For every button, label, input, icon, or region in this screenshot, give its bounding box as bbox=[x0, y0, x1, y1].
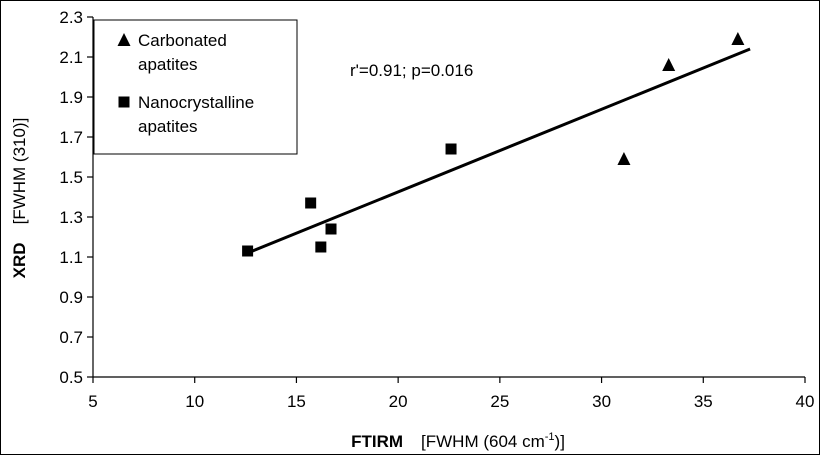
square-marker bbox=[315, 241, 327, 253]
y-tick-label: 0.7 bbox=[59, 328, 83, 347]
square-marker bbox=[242, 245, 254, 257]
square-marker bbox=[305, 197, 317, 209]
series-carbonated-apatites bbox=[617, 32, 745, 165]
x-tick-label: 5 bbox=[88, 392, 97, 411]
legend-entry: Nanocrystalline apatites bbox=[118, 93, 254, 136]
series-nanocrystalline-apatites bbox=[242, 143, 457, 257]
triangle-marker bbox=[617, 152, 631, 165]
x-tick-label: 40 bbox=[796, 392, 815, 411]
y-tick-label: 1.7 bbox=[59, 128, 83, 147]
legend-label: apatites bbox=[138, 55, 198, 74]
y-axis-title-rest: [FWHM (310)] bbox=[10, 118, 29, 225]
y-tick-label: 2.3 bbox=[59, 8, 83, 27]
triangle-marker bbox=[731, 32, 745, 45]
y-tick-label: 0.5 bbox=[59, 368, 83, 387]
y-tick-label: 1.1 bbox=[59, 248, 83, 267]
x-tick-label: 25 bbox=[490, 392, 509, 411]
legend-triangle-marker bbox=[117, 33, 131, 46]
legend-square-marker bbox=[118, 96, 130, 108]
square-marker bbox=[445, 143, 457, 155]
square-marker bbox=[325, 223, 337, 235]
legend: Carbonated apatites Nanocrystalline apatite… bbox=[93, 19, 298, 155]
x-axis-title-bold: FTIRM bbox=[351, 432, 403, 451]
y-tick-label: 0.9 bbox=[59, 288, 83, 307]
y-tick-label: 1.9 bbox=[59, 88, 83, 107]
triangle-marker bbox=[662, 58, 676, 71]
y-axis-title: XRD [FWHM (310)] bbox=[10, 118, 29, 279]
legend-entry: Carbonated apatites bbox=[117, 31, 227, 74]
legend-label: apatites bbox=[138, 117, 198, 136]
x-tick-label: 15 bbox=[287, 392, 306, 411]
y-axis-title-bold: XRD bbox=[10, 242, 29, 278]
trendline bbox=[247, 47, 751, 255]
legend-label: Carbonated bbox=[138, 31, 227, 50]
y-tick-label: 2.1 bbox=[59, 48, 83, 67]
legend-label: Nanocrystalline bbox=[138, 93, 254, 112]
x-tick-label: 20 bbox=[389, 392, 408, 411]
correlation-annotation: r'=0.91; p=0.016 bbox=[350, 61, 473, 80]
x-axis-title: FTIRM [FWHM (604 cm-1)] bbox=[351, 431, 565, 451]
x-axis-title-superscript: -1 bbox=[545, 431, 555, 443]
x-axis-title-rest: [FWHM (604 cm bbox=[421, 432, 545, 451]
x-axis-title-close: )] bbox=[555, 432, 565, 451]
y-tick-label: 1.3 bbox=[59, 208, 83, 227]
x-tick-label: 35 bbox=[694, 392, 713, 411]
y-tick-label: 1.5 bbox=[59, 168, 83, 187]
x-tick-label: 10 bbox=[185, 392, 204, 411]
x-tick-label: 30 bbox=[592, 392, 611, 411]
